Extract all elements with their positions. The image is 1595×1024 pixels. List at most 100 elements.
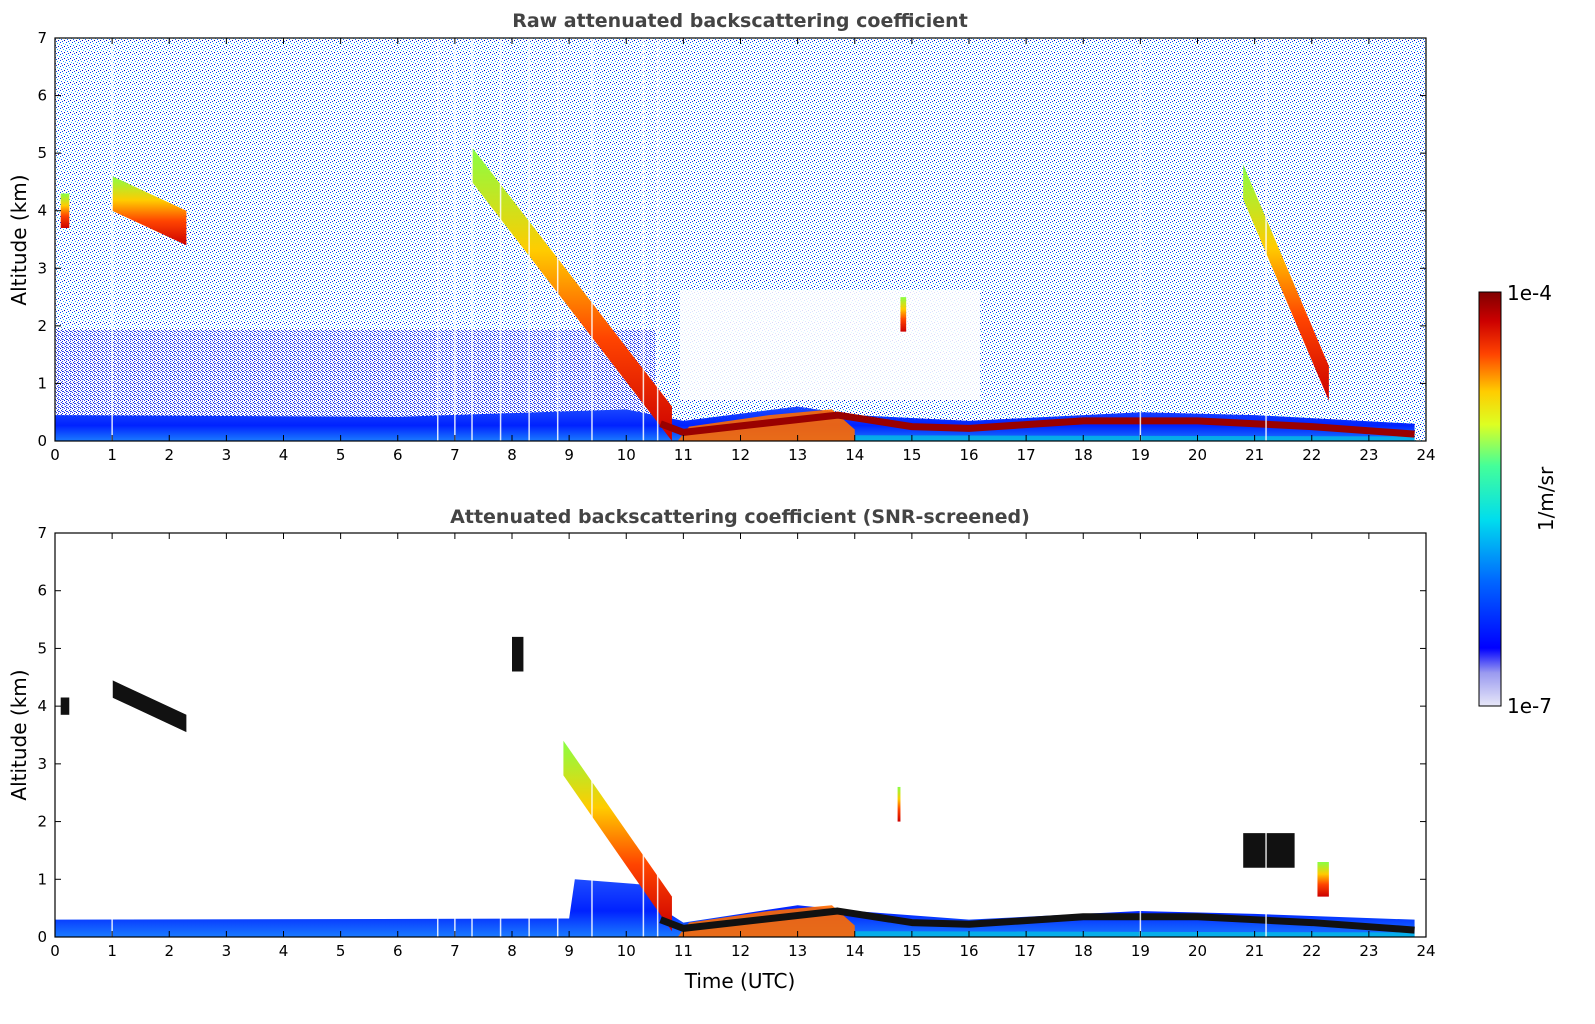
x-tick-label: 21 bbox=[1245, 446, 1264, 464]
cloud-layer bbox=[112, 176, 187, 246]
x-tick-label: 3 bbox=[222, 446, 232, 464]
y-tick-label: 2 bbox=[37, 813, 47, 831]
colorbar-min-label: 1e-7 bbox=[1507, 694, 1552, 718]
x-tick-label: 8 bbox=[507, 942, 517, 960]
y-tick-label: 5 bbox=[37, 639, 47, 657]
x-tick-label: 7 bbox=[450, 446, 460, 464]
boundary-layer-band bbox=[55, 879, 1415, 937]
y-tick-label: 7 bbox=[37, 524, 47, 542]
x-tick-label: 0 bbox=[50, 942, 60, 960]
x-tick-label: 2 bbox=[164, 942, 174, 960]
cloud-layer bbox=[512, 636, 524, 672]
x-tick-label: 7 bbox=[450, 942, 460, 960]
x-tick-label: 8 bbox=[507, 446, 517, 464]
x-tick-label: 10 bbox=[617, 446, 636, 464]
x-tick-label: 22 bbox=[1302, 942, 1321, 960]
top-strong-layer bbox=[659, 411, 1415, 438]
x-tick-label: 17 bbox=[1017, 942, 1036, 960]
x-tick-label: 15 bbox=[902, 446, 921, 464]
y-tick-label: 6 bbox=[37, 87, 47, 105]
x-tick-label: 11 bbox=[674, 942, 693, 960]
top-data-gaps bbox=[111, 38, 1267, 441]
bottom-data-gaps bbox=[111, 533, 1267, 937]
x-tick-label: 24 bbox=[1416, 942, 1435, 960]
colorbar-max-label: 1e-4 bbox=[1507, 281, 1552, 305]
top-dense-noise bbox=[55, 330, 655, 420]
x-tick-label: 1 bbox=[107, 942, 117, 960]
colorbar: 1e-4 1e-7 1/m/sr bbox=[1478, 281, 1558, 718]
x-tick-label: 5 bbox=[336, 446, 346, 464]
bottom-x-axis: 0 1 2 3 4 5 6 7 8 9 10 11 12 13 14 15 16 17 18 19 20 21 22 23 24 bbox=[50, 533, 1436, 960]
x-tick-label: 17 bbox=[1017, 446, 1036, 464]
x-tick-label: 16 bbox=[959, 446, 978, 464]
x-tick-label: 14 bbox=[845, 942, 864, 960]
x-tick-label: 20 bbox=[1188, 446, 1207, 464]
x-tick-label: 9 bbox=[564, 446, 574, 464]
cloud-layer bbox=[60, 193, 70, 228]
x-tick-label: 14 bbox=[845, 446, 864, 464]
x-axis-label: Time (UTC) bbox=[684, 969, 796, 993]
cloud-layer bbox=[472, 147, 672, 441]
cloud-layer bbox=[112, 680, 187, 733]
top-heatmap bbox=[55, 38, 1426, 441]
strong-backscatter-line bbox=[659, 411, 1415, 438]
x-tick-label: 22 bbox=[1302, 446, 1321, 464]
x-tick-label: 12 bbox=[731, 942, 750, 960]
bottom-background bbox=[55, 533, 1426, 937]
x-tick-label: 11 bbox=[674, 446, 693, 464]
x-tick-label: 23 bbox=[1359, 942, 1378, 960]
x-tick-label: 18 bbox=[1074, 446, 1093, 464]
x-tick-label: 5 bbox=[336, 942, 346, 960]
x-tick-label: 4 bbox=[279, 446, 289, 464]
top-y-axis: 0 1 2 3 4 5 6 7 bbox=[37, 29, 1426, 450]
bottom-panel-title: Attenuated backscattering coefficient (S… bbox=[450, 506, 1030, 528]
x-tick-label: 3 bbox=[222, 942, 232, 960]
y-tick-label: 5 bbox=[37, 144, 47, 162]
x-tick-label: 2 bbox=[164, 446, 174, 464]
y-tick-label: 3 bbox=[37, 259, 47, 277]
y-tick-label: 7 bbox=[37, 29, 47, 47]
x-tick-label: 21 bbox=[1245, 942, 1264, 960]
bottom-strong-layer bbox=[659, 907, 1415, 934]
cloud-layer bbox=[897, 786, 901, 822]
x-tick-label: 9 bbox=[564, 942, 574, 960]
y-tick-label: 1 bbox=[37, 870, 47, 888]
bottom-y-axis: 0 1 2 3 4 5 6 7 bbox=[37, 524, 1426, 946]
bottom-panel: Attenuated backscattering coefficient (S… bbox=[7, 506, 1436, 993]
cloud-layer bbox=[1317, 861, 1329, 897]
x-tick-label: 19 bbox=[1131, 446, 1150, 464]
cloud-layer bbox=[563, 740, 672, 932]
top-cloud-layers bbox=[60, 147, 1329, 441]
bottom-cloud-layers bbox=[60, 636, 1329, 932]
colorbar-unit-label: 1/m/sr bbox=[1534, 466, 1558, 531]
x-tick-label: 4 bbox=[279, 942, 289, 960]
y-tick-label: 0 bbox=[37, 432, 47, 450]
cloud-layer bbox=[1243, 833, 1295, 868]
x-tick-label: 23 bbox=[1359, 446, 1378, 464]
x-tick-label: 6 bbox=[393, 942, 403, 960]
bottom-heatmap bbox=[55, 533, 1426, 937]
top-x-axis: 0 1 2 3 4 5 6 7 8 9 10 11 12 13 14 15 16 17 18 19 20 21 22 23 24 bbox=[50, 38, 1436, 464]
x-tick-label: 18 bbox=[1074, 942, 1093, 960]
bottom-y-axis-label: Altitude (km) bbox=[7, 669, 31, 800]
x-tick-label: 19 bbox=[1131, 942, 1150, 960]
x-tick-label: 15 bbox=[902, 942, 921, 960]
strong-backscatter-line bbox=[659, 907, 1415, 934]
x-tick-label: 0 bbox=[50, 446, 60, 464]
y-tick-label: 4 bbox=[37, 697, 47, 715]
y-tick-label: 4 bbox=[37, 202, 47, 220]
cloud-layer bbox=[1243, 164, 1329, 401]
x-tick-label: 6 bbox=[393, 446, 403, 464]
cloud-layer bbox=[900, 297, 907, 332]
top-y-axis-label: Altitude (km) bbox=[7, 174, 31, 305]
y-tick-label: 1 bbox=[37, 374, 47, 392]
x-tick-label: 13 bbox=[788, 942, 807, 960]
surface-cyan-zone bbox=[854, 931, 1415, 937]
y-tick-label: 2 bbox=[37, 317, 47, 335]
x-tick-label: 10 bbox=[617, 942, 636, 960]
top-clear-gap bbox=[680, 290, 980, 400]
x-tick-label: 13 bbox=[788, 446, 807, 464]
x-tick-label: 24 bbox=[1416, 446, 1435, 464]
x-tick-label: 12 bbox=[731, 446, 750, 464]
